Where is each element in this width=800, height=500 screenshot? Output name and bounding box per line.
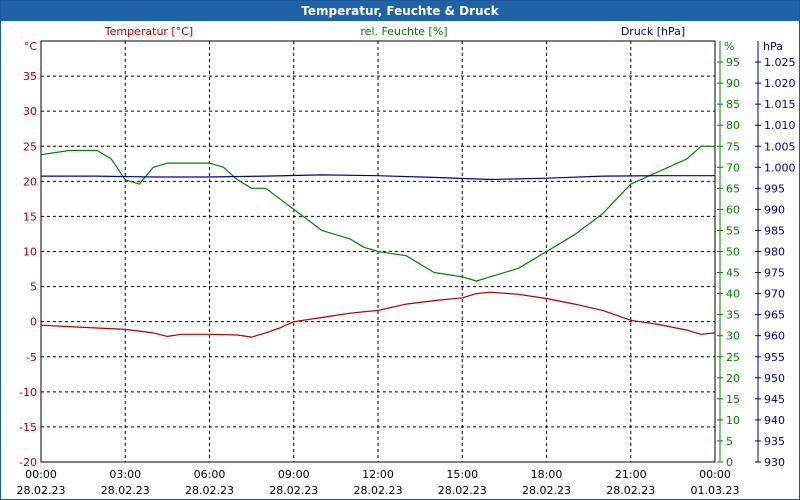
x-tick-date: 28.02.23 (185, 484, 234, 497)
x-tick-date: 28.02.23 (17, 484, 66, 497)
x-tick-time: 06:00 (194, 468, 226, 481)
humidity-tick-label: 65 (726, 182, 740, 195)
pressure-tick-label: 975 (764, 267, 785, 280)
humidity-tick-label: 40 (726, 288, 740, 301)
temperature-tick-label: 15 (23, 210, 37, 223)
pressure-tick-label: 965 (764, 309, 785, 322)
humidity-tick-label: 95 (726, 56, 740, 69)
plot-area (40, 40, 716, 463)
humidity-tick-label: 20 (726, 372, 740, 385)
pressure-tick-label: 1.015 (764, 98, 796, 111)
x-tick-time: 00:00 (699, 468, 731, 481)
x-tick-date: 28.02.23 (522, 484, 571, 497)
pressure-tick-label: 1.025 (764, 56, 796, 69)
x-tick-time: 15:00 (446, 468, 478, 481)
x-tick-date: 28.02.23 (606, 484, 655, 497)
pressure-tick-label: 1.000 (764, 161, 796, 174)
pressure-series-line (41, 174, 715, 181)
pressure-tick-label: 1.020 (764, 77, 796, 90)
pressure-tick-label: 970 (764, 288, 785, 301)
x-tick-time: 09:00 (278, 468, 310, 481)
pressure-unit: hPa (763, 40, 783, 53)
pressure-tick-label: 950 (764, 372, 785, 385)
pressure-tick-label: 990 (764, 203, 785, 216)
pressure-tick-label: 945 (764, 393, 785, 406)
pressure-tick-label: 980 (764, 246, 785, 259)
x-tick-date: 28.02.23 (101, 484, 150, 497)
pressure-tick-label: 960 (764, 330, 785, 343)
humidity-tick-label: 55 (726, 224, 740, 237)
humidity-tick-label: 0 (726, 456, 733, 469)
temperature-tick-label: -20 (19, 456, 37, 469)
pressure-tick-label: 985 (764, 224, 785, 237)
humidity-tick-label: 60 (726, 203, 740, 216)
humidity-tick-label: 35 (726, 309, 740, 322)
humidity-tick-label: 50 (726, 246, 740, 259)
pressure-tick-label: 1.005 (764, 140, 796, 153)
humidity-tick-label: 10 (726, 414, 740, 427)
axes: 00:00 28.02.23 03:00 28.02.23 06:00 28.02.23 0… (17, 41, 796, 497)
series-layer (40, 145, 716, 338)
x-tick-time: 12:00 (362, 468, 394, 481)
x-tick-date: 28.02.23 (438, 484, 487, 497)
window-title: Temperatur, Feuchte & Druck (1, 1, 799, 21)
temperature-tick-label: -10 (19, 386, 37, 399)
temperature-series-line (40, 291, 716, 338)
humidity-axis-label: rel. Feuchte [%] (360, 25, 447, 38)
humidity-tick-label: 5 (726, 435, 733, 448)
temperature-tick-label: 10 (23, 246, 37, 259)
humidity-tick-label: 75 (726, 140, 740, 153)
humidity-tick-label: 80 (726, 119, 740, 132)
temperature-tick-label: 25 (23, 140, 37, 153)
x-tick-date: 28.02.23 (269, 484, 318, 497)
humidity-tick-label: 25 (726, 351, 740, 364)
x-tick-date: 01.03.23 (691, 484, 740, 497)
temperature-unit: °C (24, 40, 38, 53)
x-tick-time: 21:00 (615, 468, 647, 481)
temperature-tick-label: -5 (26, 351, 37, 364)
pressure-tick-label: 995 (764, 182, 785, 195)
humidity-tick-label: 30 (726, 330, 740, 343)
humidity-unit: % (724, 40, 734, 53)
temperature-tick-label: 30 (23, 105, 37, 118)
x-tick-time: 03:00 (109, 468, 141, 481)
pressure-tick-label: 930 (764, 456, 785, 469)
x-tick-date: 28.02.23 (354, 484, 403, 497)
humidity-tick-label: 85 (726, 98, 740, 111)
pressure-tick-label: 955 (764, 351, 785, 364)
temperature-tick-label: -15 (19, 421, 37, 434)
pressure-tick-label: 935 (764, 435, 785, 448)
humidity-tick-label: 70 (726, 161, 740, 174)
temperature-tick-label: 0 (30, 316, 37, 329)
humidity-tick-label: 15 (726, 393, 740, 406)
temperature-tick-label: 20 (23, 175, 37, 188)
humidity-series-line (40, 145, 715, 282)
humidity-tick-label: 45 (726, 267, 740, 280)
temperature-tick-label: 35 (23, 70, 37, 83)
humidity-tick-label: 90 (726, 77, 740, 90)
pressure-tick-label: 940 (764, 414, 785, 427)
pressure-axis-label: Druck [hPa] (621, 25, 685, 38)
temperature-tick-label: 5 (30, 281, 37, 294)
pressure-tick-label: 1.010 (764, 119, 796, 132)
x-tick-time: 18:00 (531, 468, 563, 481)
temperature-axis-label: Temperatur [°C] (104, 25, 193, 38)
x-tick-time: 00:00 (25, 468, 57, 481)
